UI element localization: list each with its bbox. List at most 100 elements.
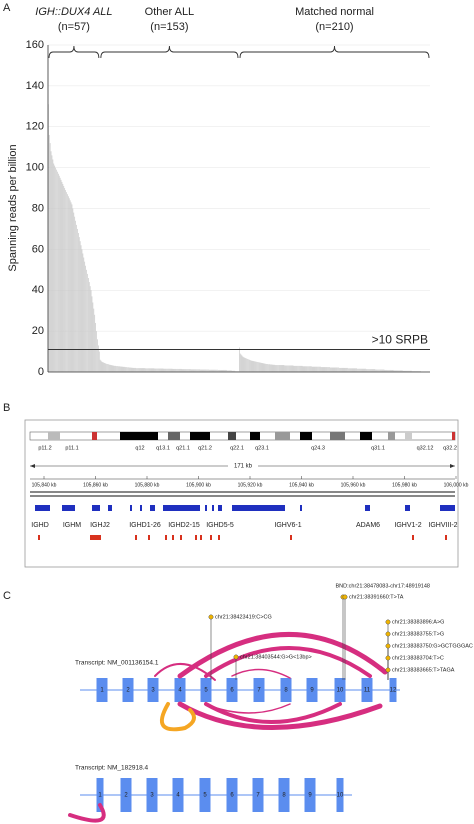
bar [150,368,152,372]
bar [232,370,234,372]
bar [253,361,255,372]
bar [394,370,396,372]
bar [358,368,359,372]
bar [72,208,74,372]
bar [60,179,62,372]
bar [239,353,241,372]
splice-arc [204,646,372,678]
bar [297,365,298,372]
bar [327,367,328,372]
bar [241,355,243,372]
ideogram-band [92,432,97,440]
group-label: IGH::DUX4 ALL [35,6,112,18]
bar [273,364,275,372]
bar [176,368,177,372]
bar [77,228,78,372]
bar [399,370,401,372]
bar [376,369,378,372]
bar [108,364,109,372]
bar [387,369,388,372]
bar [281,365,283,372]
exon-number: 8 [282,793,286,799]
ideogram-band [330,432,345,440]
exon [334,678,346,702]
bar [262,363,264,372]
bar [178,368,180,372]
bar [270,364,272,372]
bar [373,369,375,372]
bar [82,253,84,372]
exon-number: 7 [257,688,261,694]
bar [162,368,164,372]
bar [360,368,362,372]
bar [359,368,360,372]
bar [59,177,61,372]
bar [184,369,186,372]
bar [69,200,71,372]
position-label: 106,000 kb [444,482,469,488]
band-label: q24.3 [311,445,325,451]
bar [418,371,419,372]
exon-number: 10 [337,688,344,694]
bar [265,363,267,372]
bar [351,368,353,372]
bar [266,364,267,372]
bar [257,361,258,372]
bar [312,366,314,372]
bar [354,368,356,372]
bar [98,345,99,372]
gene-label: IGHD2-15 [168,522,200,529]
coverage-bar [30,491,455,493]
bar [101,361,103,372]
exon-number: 2 [126,688,130,694]
y-tick-label: 60 [32,243,44,255]
bar [224,369,226,372]
bar [117,366,118,372]
ideogram-band [405,432,412,440]
group-brace [48,45,100,59]
bar [243,357,245,372]
bar [185,369,187,372]
bar [235,371,237,372]
bar [61,181,63,372]
variant-label: chr21:38391660:T>TA [349,594,404,600]
bar [290,365,292,372]
splice-arc [177,632,388,679]
bar [392,369,394,372]
bar [131,367,133,372]
splice-arc [154,662,216,681]
exon-number: 10 [337,793,344,799]
bar [110,365,112,372]
bar [302,366,304,372]
bar [315,366,317,372]
bar [314,366,316,372]
bar [181,369,183,372]
bar [76,224,77,372]
exon [253,678,265,702]
bar [74,216,76,372]
segment-marker [200,535,202,540]
bar [105,363,106,372]
bar [49,143,51,372]
bar [146,368,147,372]
bar [66,192,67,372]
segment-marker [180,535,182,540]
bar [208,369,209,372]
exon-number: 4 [178,688,182,694]
bar [384,369,386,372]
position-label: 105,900 kb [186,482,211,488]
bar [174,368,176,372]
bar [227,370,228,372]
bar [104,363,106,372]
bar [379,369,380,372]
gene-label: ADAM6 [356,522,380,529]
segment-marker [165,535,167,540]
splice-arc [177,701,383,730]
bar [134,367,136,372]
bar [309,366,311,372]
bar [208,369,210,372]
ideogram-band [388,432,395,440]
bar [127,367,128,372]
